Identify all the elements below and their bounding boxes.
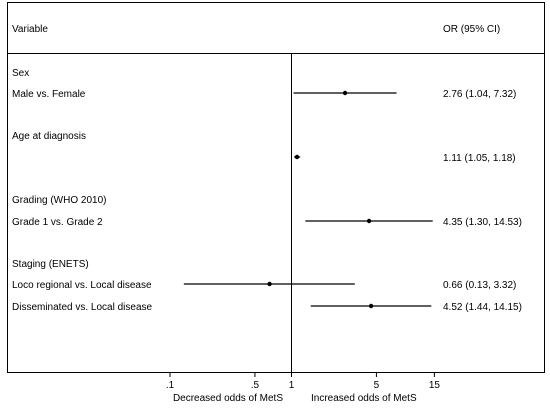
x-annotation-right: Increased odds of MetS — [311, 393, 417, 404]
x-tick-label: .1 — [166, 380, 175, 391]
x-tick-label: 15 — [429, 380, 441, 391]
plot-frame — [7, 2, 545, 373]
estimate-label: 4.35 (1.30, 14.53) — [443, 217, 522, 228]
row-label: Loco regional vs. Local disease — [12, 280, 152, 291]
estimate-label: 4.52 (1.44, 14.15) — [443, 302, 522, 313]
row-label: Male vs. Female — [12, 89, 86, 100]
estimate-label: 2.76 (1.04, 7.32) — [443, 89, 516, 100]
x-tick-label: 5 — [374, 380, 380, 391]
estimate-column-header: OR (95% CI) — [443, 24, 500, 35]
row-label: Disseminated vs. Local disease — [12, 302, 153, 313]
point-estimate — [267, 281, 272, 287]
group-label: Grading (WHO 2010) — [12, 195, 106, 206]
estimate-label: 1.11 (1.05, 1.18) — [443, 153, 516, 164]
group-label: Staging (ENETS) — [12, 259, 89, 270]
row-label: Grade 1 vs. Grade 2 — [12, 217, 103, 228]
group-label: Age at diagnosis — [12, 131, 86, 142]
variable-column-header: Variable — [12, 24, 48, 35]
x-tick-label: 1 — [289, 380, 295, 391]
estimate-label: 0.66 (0.13, 3.32) — [443, 280, 516, 291]
x-tick-label: .5 — [251, 380, 260, 391]
point-estimate — [342, 90, 348, 96]
group-label: Sex — [12, 68, 29, 79]
point-estimate — [294, 154, 300, 160]
x-annotation-left: Decreased odds of MetS — [173, 393, 283, 404]
point-estimate — [366, 218, 372, 224]
point-estimate — [368, 303, 374, 309]
